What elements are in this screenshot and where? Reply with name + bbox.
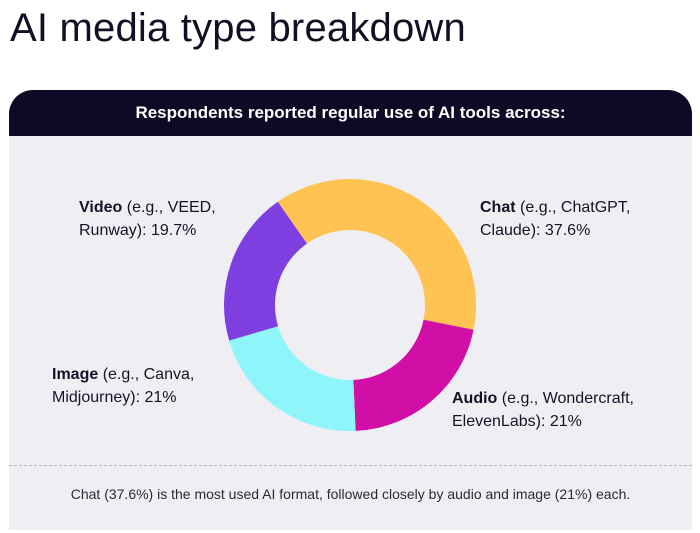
donut-slice-video — [224, 201, 307, 341]
slice-label-video-value: Runway): 19.7% — [79, 222, 197, 239]
donut-chart — [224, 178, 476, 431]
slice-label-audio: Audio (e.g., Wondercraft, ElevenLabs): 2… — [452, 387, 634, 433]
slice-label-chat-name: Chat — [480, 199, 516, 216]
slice-label-image-value: Midjourney): 21% — [52, 389, 177, 406]
slice-label-video: Video (e.g., VEED, Runway): 19.7% — [79, 196, 216, 242]
donut-slice-chat — [277, 178, 476, 330]
slice-label-chat-examples: (e.g., ChatGPT, — [520, 199, 631, 216]
slice-label-video-examples: (e.g., VEED, — [126, 199, 216, 216]
slice-label-image-name: Image — [52, 366, 99, 383]
slice-label-image-examples: (e.g., Canva, — [102, 366, 195, 383]
donut-slice-audio — [353, 319, 474, 431]
slice-label-audio-value: ElevenLabs): 21% — [452, 413, 582, 430]
slice-label-chat: Chat (e.g., ChatGPT, Claude): 37.6% — [480, 196, 630, 242]
slice-label-chat-value: Claude): 37.6% — [480, 222, 591, 239]
slice-label-video-name: Video — [79, 199, 123, 216]
chart-card: Respondents reported regular use of AI t… — [9, 90, 692, 530]
dashed-divider — [9, 465, 692, 466]
donut-slice-image — [229, 326, 356, 431]
slice-label-image: Image (e.g., Canva, Midjourney): 21% — [52, 363, 194, 409]
slice-label-audio-examples: (e.g., Wondercraft, — [501, 390, 634, 407]
chart-footnote: Chat (37.6%) is the most used AI format,… — [70, 486, 631, 502]
page-title: AI media type breakdown — [10, 6, 466, 50]
slice-label-audio-name: Audio — [452, 390, 498, 407]
card-header: Respondents reported regular use of AI t… — [9, 90, 692, 136]
